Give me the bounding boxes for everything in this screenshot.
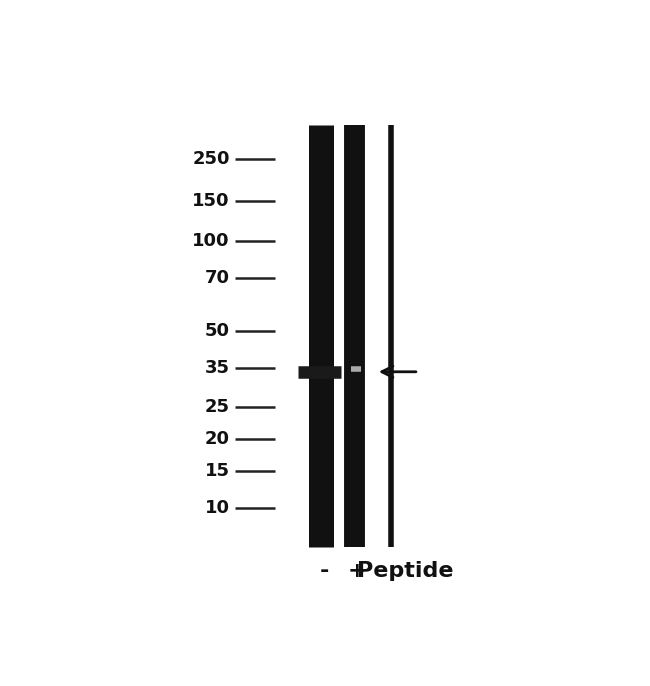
Text: -: -	[319, 561, 329, 581]
Text: 150: 150	[192, 192, 230, 210]
Text: 70: 70	[205, 269, 230, 287]
Text: 10: 10	[205, 499, 230, 517]
Text: 35: 35	[205, 359, 230, 377]
Text: 20: 20	[205, 430, 230, 448]
Text: 50: 50	[205, 322, 230, 340]
Text: Peptide: Peptide	[357, 561, 454, 581]
Text: 15: 15	[205, 462, 230, 480]
Text: +: +	[348, 561, 366, 581]
Text: 250: 250	[192, 150, 230, 168]
Text: 100: 100	[192, 232, 230, 250]
Text: 25: 25	[205, 398, 230, 416]
